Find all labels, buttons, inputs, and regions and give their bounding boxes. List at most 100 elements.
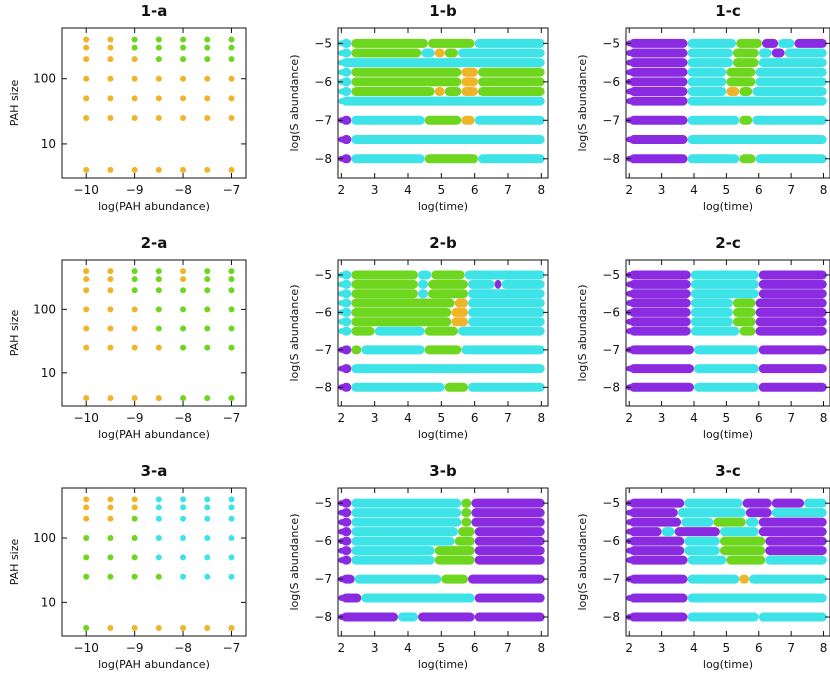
data-point (338, 519, 345, 526)
data-point (204, 554, 211, 561)
data-point (204, 306, 211, 313)
data-point (180, 44, 187, 51)
data-point (204, 624, 211, 631)
data-band (629, 593, 688, 603)
x-tick-label: 5 (723, 641, 731, 655)
data-band (431, 270, 465, 280)
data-band (629, 154, 688, 164)
data-band (341, 77, 352, 87)
data-point (204, 496, 211, 503)
data-point (338, 281, 345, 288)
data-point (228, 624, 235, 631)
data-band (629, 48, 688, 58)
data-band (341, 345, 352, 355)
data-point (204, 36, 211, 43)
data-point (83, 624, 90, 631)
data-point (131, 573, 138, 580)
data-point (131, 114, 138, 121)
data-point (180, 36, 187, 43)
panel-title-1-c: 1-c (715, 2, 741, 20)
x-tick-label: 2 (338, 641, 346, 655)
data-band (690, 289, 759, 299)
data-point (228, 515, 235, 522)
data-band (341, 289, 352, 299)
data-point (228, 344, 235, 351)
data-band (674, 527, 720, 537)
data-band (478, 77, 545, 87)
data-band (629, 135, 688, 145)
y-tick-label: 10 (41, 137, 56, 151)
data-point (626, 557, 633, 564)
data-band (687, 77, 727, 87)
x-tick-label: 3 (658, 411, 666, 425)
data-marks-2-b (338, 270, 545, 392)
data-point (338, 509, 345, 516)
data-point (180, 344, 187, 351)
data-band (719, 536, 766, 546)
y-axis-label: log(S abundance) (576, 284, 589, 381)
data-point (626, 528, 633, 535)
data-point (626, 365, 633, 372)
x-tick-label: 4 (690, 183, 698, 197)
data-band (451, 317, 468, 327)
data-band (424, 154, 478, 164)
y-axis-label: PAH size (8, 79, 21, 126)
data-band (474, 546, 545, 556)
data-band (341, 498, 352, 508)
data-point (228, 114, 235, 121)
data-band (629, 574, 688, 584)
data-point (204, 44, 211, 51)
data-point (83, 515, 90, 522)
data-point (204, 287, 211, 294)
x-tick-label: 5 (438, 641, 446, 655)
data-band (341, 298, 352, 308)
data-band (361, 345, 425, 355)
data-point (204, 166, 211, 173)
data-band (758, 270, 827, 280)
data-band (732, 307, 756, 317)
data-point (131, 56, 138, 63)
data-band (629, 58, 688, 68)
data-band (341, 364, 352, 374)
data-band (690, 279, 759, 289)
data-band (765, 546, 827, 556)
data-band (629, 326, 691, 336)
data-band (749, 574, 827, 584)
data-band (341, 527, 352, 537)
data-point (107, 344, 114, 351)
y-tick-label: −6 (602, 534, 620, 548)
data-band (461, 115, 475, 125)
data-band (468, 382, 545, 392)
y-tick-label: −5 (314, 496, 332, 510)
axes-frame-2-a (61, 259, 247, 407)
data-band (778, 38, 795, 48)
data-marks-1-a (83, 36, 235, 173)
data-band (361, 593, 475, 603)
data-band (732, 48, 759, 58)
data-point (83, 95, 90, 102)
x-axis-label: log(PAH abundance) (98, 200, 210, 213)
data-band (687, 67, 727, 77)
x-tick-label: 2 (338, 411, 346, 425)
panel-title-1-a: 1-a (141, 2, 168, 20)
y-tick-label: −7 (314, 572, 332, 586)
data-point (204, 573, 211, 580)
data-point (180, 114, 187, 121)
data-band (629, 498, 685, 508)
data-band (351, 86, 435, 96)
data-band (690, 317, 733, 327)
data-point (180, 496, 187, 503)
data-band (690, 307, 733, 317)
data-band (351, 135, 545, 145)
x-tick-label: 5 (723, 411, 731, 425)
data-point (107, 75, 114, 82)
data-band (629, 115, 688, 125)
x-tick-label: −9 (126, 183, 144, 197)
data-point (131, 325, 138, 332)
y-tick-label: −5 (314, 36, 332, 50)
data-band (424, 115, 462, 125)
data-band (474, 612, 545, 622)
data-band (732, 58, 759, 68)
panel-2-a: 2-a −10 −9 −8 −7 10 100 log(PAH abundance) PAH s… (8, 234, 247, 441)
data-band (428, 289, 468, 299)
